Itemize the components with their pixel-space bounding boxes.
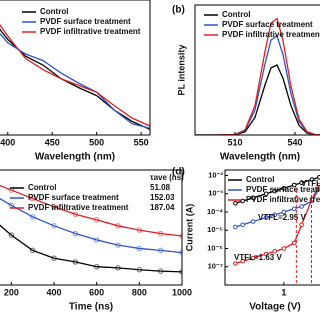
data-marker [233,261,238,266]
data-marker [233,200,238,206]
data-marker [250,219,256,224]
data-marker [291,240,297,246]
x-tick-label: 500 [89,137,104,147]
y-axis-label: Current (A) [184,204,194,252]
plot [195,17,320,135]
data-marker [272,188,278,194]
legend-label: PVDF surface treatment [40,17,131,26]
data-marker [250,255,256,261]
data-marker [299,180,304,186]
threshold-label: VTFL=2.95 V [258,213,306,222]
data-marker [240,258,246,264]
data-marker [291,206,297,212]
y-tick-label: 10⁻² [208,170,223,179]
data-point [8,232,15,238]
legend-label: PVDF infiltrative treatment [222,30,320,39]
series-line [0,184,182,237]
legend-label: PVDF infiltrative treatment [246,195,320,204]
data-point [29,247,36,254]
x-tick-label: 200 [4,287,19,297]
annotation: VTFL [301,179,320,188]
x-axis-label: Voltage (V) [249,302,300,313]
data-point [51,204,57,210]
data-marker [299,222,304,228]
x-tick-label: 540 [287,137,302,147]
y-axis-label: PL intensity [176,45,186,96]
x-tick-label: 1000 [172,287,192,297]
panel-label: (b) [172,5,185,16]
data-marker [316,174,320,180]
plot-frame [194,4,320,136]
plot [233,174,320,266]
series-line [0,24,150,127]
plot-frame [0,0,151,136]
data-marker [240,222,246,228]
x-tick-label: 600 [89,287,104,297]
y-tick-label: 10⁻⁶ [207,243,223,252]
data-marker [299,204,304,209]
series-line [0,198,182,254]
x-tick-label: 1 [281,287,286,297]
data-marker [316,182,320,188]
data-point [51,223,57,229]
legend-label: Control [40,7,68,16]
x-tick-label: 400 [0,137,15,147]
legend-label: Control [246,175,274,184]
legend-label: PVDF infiltrative treatment [28,203,129,212]
y-tick-label: 10⁻⁷ [208,262,223,271]
tau-value: 187.04 [150,203,175,212]
x-axis-label: Time (ns) [69,302,113,313]
y-tick-label: 10⁻⁵ [207,225,223,234]
data-point [29,195,36,202]
panel-label: (d) [172,167,185,178]
plot-frame [0,169,183,286]
data-marker [281,185,287,191]
data-marker [291,182,297,188]
x-axis-label: Wavelength (nm) [220,152,300,163]
data-marker [309,177,315,182]
data-marker [272,249,278,254]
x-tick-label: 550 [134,137,149,147]
legend-label: PVDF surface treatment [28,193,119,202]
series-line [0,32,150,129]
threshold-label: VTFL=1.63 V [234,253,282,262]
tau-value: 51.08 [150,183,171,192]
data-point [29,214,36,220]
plot [0,24,150,130]
legend-label: PVDF surface treatment [246,185,320,194]
legend-label: PVDF surface treatment [222,20,313,29]
data-marker [263,215,269,220]
data-marker [281,209,287,215]
y-tick-label: 10⁻⁴ [207,207,223,216]
x-tick-label: 510 [227,137,242,147]
legend-label: PVDF infiltrative treatment [40,27,141,36]
legend-label: Control [28,183,56,192]
legend-label: Control [222,10,250,19]
data-marker [263,251,269,257]
data-marker [272,212,278,218]
tau-value: 152.03 [150,193,175,202]
x-tick-label: 800 [132,287,147,297]
plot [0,184,182,275]
data-marker [263,191,269,197]
legend-title: τave (ns) [150,173,184,182]
data-marker [233,224,238,230]
series-line [195,34,320,135]
series-line [0,224,182,273]
x-axis-label: Wavelength (nm) [35,152,115,163]
data-marker [250,195,256,201]
x-tick-label: 450 [45,137,60,147]
x-tick-label: 400 [46,287,61,297]
data-marker [281,246,287,251]
series-line [195,17,320,135]
y-tick-label: 10⁻³ [208,189,223,198]
plot-frame [224,169,320,286]
